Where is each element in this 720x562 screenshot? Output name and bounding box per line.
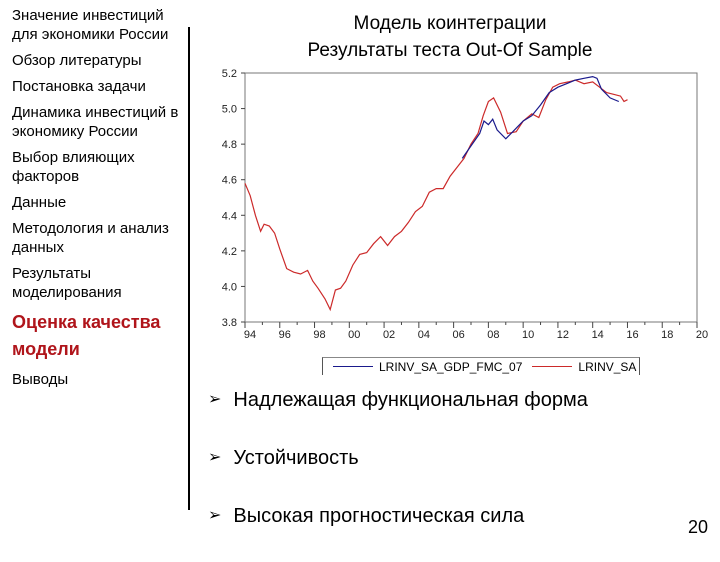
vertical-divider [188, 27, 190, 510]
y-tick-label: 4.8 [222, 139, 237, 151]
x-tick-label: 20 [696, 329, 708, 341]
x-tick-label: 10 [522, 329, 534, 341]
x-tick-label: 06 [452, 329, 464, 341]
arrow-bullet-icon: ➢ [208, 449, 222, 466]
legend-item-actual: LRINV_SA [532, 360, 636, 374]
y-tick-label: 5.2 [222, 68, 237, 80]
legend-swatch-blue [333, 365, 373, 368]
arrow-bullet-icon: ➢ [208, 391, 222, 408]
legend-label-actual: LRINV_SA [578, 359, 637, 374]
sidebar-item[interactable]: Результаты моделирования [12, 265, 122, 301]
bullet-item: ➢ Устойчивость [208, 446, 588, 470]
x-tick-label: 16 [626, 329, 638, 341]
bullet-text: Надлежащая функциональная форма [233, 389, 588, 411]
series-line-lrinv_sa [244, 79, 628, 312]
title-line-2: Результаты теста Out-Of Sample [307, 40, 593, 61]
bullet-text: Высокая прогностическая сила [233, 505, 525, 527]
legend-item-forecast: LRINV_SA_GDP_FMC_07 [333, 360, 522, 374]
x-tick-label: 02 [383, 329, 395, 341]
legend-label-forecast: LRINV_SA_GDP_FMC_07 [379, 359, 523, 374]
y-tick-label: 5.0 [222, 104, 237, 116]
x-tick-label: 08 [487, 329, 499, 341]
sidebar-item[interactable]: Обзор литературы [12, 52, 142, 69]
series-line-lrinv_sa_gdp_fmc_07 [461, 75, 620, 159]
arrow-bullet-icon: ➢ [208, 507, 222, 524]
bullet-item: ➢ Высокая прогностическая сила [208, 504, 588, 528]
sidebar-item[interactable]: Методология и анализ данных [12, 220, 169, 256]
bullet-text: Устойчивость [233, 447, 359, 469]
sidebar-item[interactable]: Постановка задачи [12, 78, 146, 95]
sidebar-item[interactable]: Данные [12, 194, 67, 211]
x-tick-label: 98 [313, 329, 325, 341]
page-title: Модель коинтеграции Результаты теста Out… [230, 10, 670, 64]
sidebar-item[interactable]: Значение инвестиций для экономики России [12, 7, 169, 43]
page-number: 20 [688, 517, 709, 537]
x-tick-label: 94 [244, 329, 256, 341]
plot-frame [244, 72, 698, 323]
x-tick-label: 18 [661, 329, 673, 341]
chart-legend: LRINV_SA_GDP_FMC_07 LRINV_SA [322, 357, 640, 375]
y-tick-label: 4.0 [222, 281, 237, 293]
sidebar-item[interactable]: Выводы [12, 371, 69, 388]
bullet-item: ➢ Надлежащая функциональная форма [208, 388, 588, 412]
y-tick-label: 4.2 [222, 246, 237, 258]
x-tick-label: 04 [418, 329, 430, 341]
bullet-list: ➢ Надлежащая функциональная форма ➢ Усто… [208, 388, 588, 562]
x-tick-label: 00 [348, 329, 360, 341]
x-tick-label: 96 [279, 329, 291, 341]
y-tick-label: 4.4 [222, 210, 237, 222]
sidebar-item[interactable]: Выбор влияющих факторов [12, 149, 135, 185]
x-tick-label: 14 [592, 329, 604, 341]
line-chart: 3.8 4.0 4.2 4.4 4.6 4.8 5.0 5.2 94 96 98 00 02 04 06 08… [222, 68, 708, 341]
x-tick-label: 12 [557, 329, 569, 341]
title-line-1: Модель коинтеграции [353, 13, 547, 34]
sidebar-item[interactable]: Оценка качества модели [12, 312, 161, 359]
legend-swatch-red [532, 365, 573, 368]
sidebar-nav: Значение инвестиций для экономики России… [12, 6, 182, 396]
sidebar-item[interactable]: Динамика инвестиций в экономику России [12, 104, 179, 140]
y-tick-label: 3.8 [222, 317, 237, 329]
y-tick-label: 4.6 [222, 175, 237, 187]
